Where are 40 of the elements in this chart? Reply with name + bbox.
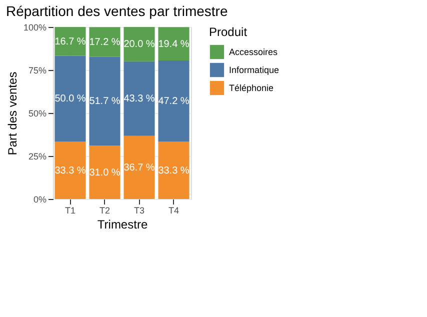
bar [158,142,190,199]
bar [89,56,120,146]
data-label: 47.2 % [158,96,190,108]
y-axis-title: Part des ventes [5,72,20,156]
x-tick-label: T2 [99,206,110,216]
data-label: 31.0 % [89,167,120,178]
bar [158,27,190,61]
x-tick-label: T1 [64,206,76,216]
data-label: 36.7 % [124,162,155,174]
bar [54,56,86,142]
y-tick-label: 0% [33,194,46,204]
data-label: 51.7 % [89,96,120,108]
data-label: 50.0 % [54,94,86,105]
bar [89,27,120,57]
legend-label: Accessoires [229,47,278,57]
data-label: 19.4 % [158,38,190,50]
data-label: 33.3 % [158,165,190,176]
chart-title: Répartition des ventes par trimestre [6,3,228,19]
legend-label: Téléphonie [229,83,274,93]
bar [124,136,155,199]
x-tick-label: T3 [134,206,145,216]
legend-label: Informatique [229,65,280,75]
data-label: 17.2 % [89,36,120,48]
data-label: 33.3 % [54,165,86,176]
bar [158,60,190,142]
bar [124,27,155,62]
x-axis-title: Trimestre [97,218,148,232]
data-label: 43.3 % [124,94,155,105]
y-tick-label: 100% [23,22,46,32]
data-label: 20.0 % [124,39,155,50]
bar [54,27,86,56]
bar [54,142,86,199]
bar [124,61,155,136]
y-tick-label: 75% [28,66,46,76]
y-tick-label: 50% [28,108,46,118]
bar [89,146,120,199]
y-tick-label: 25% [28,152,46,162]
data-label: 16.7 % [54,36,86,48]
legend-title: Produit [209,25,248,39]
x-tick-label: T4 [168,206,180,216]
